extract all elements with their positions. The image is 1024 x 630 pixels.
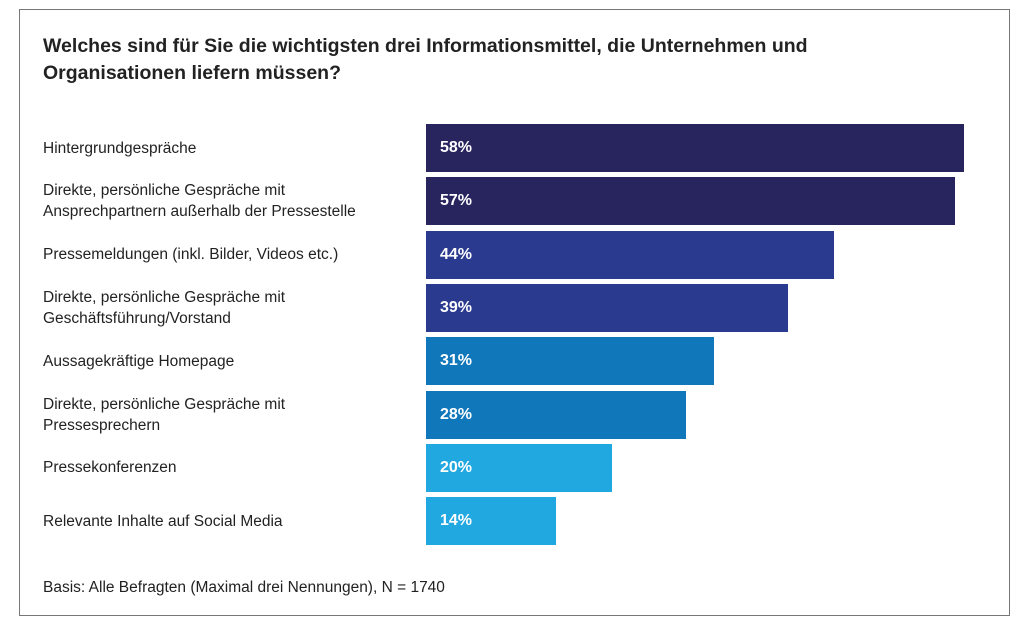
category-label: Direkte, persönliche Gespräche mit Geschä… [43, 288, 286, 327]
chart-frame [19, 9, 1010, 616]
bar [426, 124, 964, 172]
category-label: Aussagekräftige Homepage [43, 352, 235, 370]
bar [426, 283, 788, 332]
category-label: Pressekonferenzen [43, 459, 177, 477]
category-label: Hintergrundgespräche [43, 139, 197, 157]
data-label: 20% [440, 458, 473, 476]
data-label: 14% [440, 512, 473, 530]
bar [426, 337, 714, 386]
data-label: 39% [440, 298, 473, 316]
category-label: Direkte, persönliche Gespräche mit Anspre… [43, 182, 356, 221]
data-label: 44% [440, 245, 473, 263]
bar [426, 497, 556, 546]
chart-note: Basis: Alle Befragten (Maximal drei Nenn… [43, 579, 445, 596]
data-label: 57% [440, 192, 473, 210]
bar [426, 230, 835, 279]
category-label: Pressemeldungen (inkl. Bilder, Videos et… [43, 246, 339, 264]
data-label: 28% [440, 405, 473, 423]
chart-title: Welches sind für Sie die wichtigsten dre… [43, 35, 808, 84]
data-label: 58% [440, 139, 473, 156]
bar [426, 177, 955, 226]
bar [426, 443, 612, 492]
category-label: Direkte, persönliche Gespräche mit Presse… [43, 395, 286, 434]
category-label: Relevante Inhalte auf Social Media [43, 512, 283, 530]
bar [426, 390, 686, 439]
data-label: 31% [440, 352, 473, 370]
